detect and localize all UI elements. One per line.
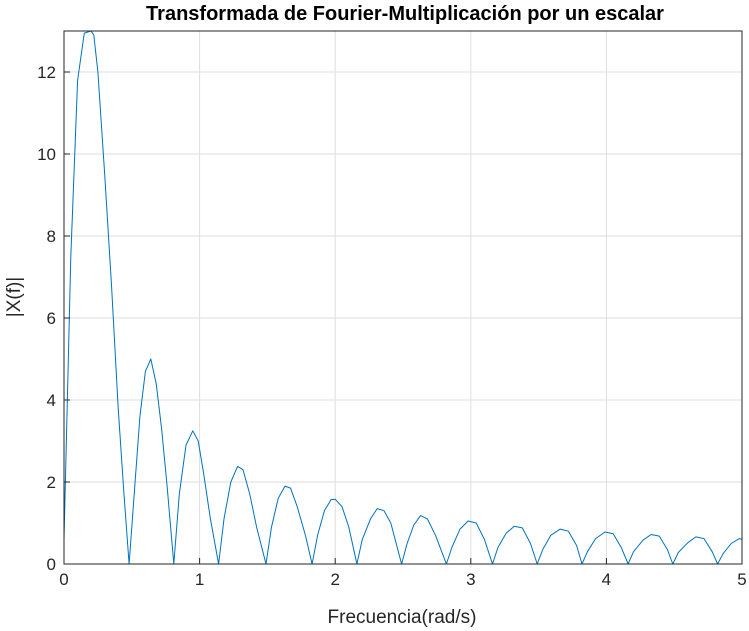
y-tick-label: 8	[47, 227, 56, 246]
y-tick-label: 10	[37, 145, 56, 164]
y-tick-label: 2	[47, 473, 56, 492]
y-tick-label: 4	[47, 391, 56, 410]
y-tick-label: 12	[37, 63, 56, 82]
y-tick-label: 6	[47, 309, 56, 328]
x-tick-label: 5	[737, 570, 746, 589]
x-tick-label: 0	[59, 570, 68, 589]
x-tick-label: 3	[466, 570, 475, 589]
x-tick-label: 2	[330, 570, 339, 589]
grid	[63, 31, 743, 565]
y-tick-label: 0	[47, 555, 56, 574]
chart-title: Transformada de Fourier-Multiplicación p…	[146, 3, 664, 25]
series-line	[63, 30, 743, 565]
x-tick-label: 1	[195, 570, 204, 589]
x-axis-label: Frecuencia(rad/s)	[328, 607, 477, 628]
axes-box	[63, 30, 743, 565]
y-axis-label: |X(f)|	[4, 277, 25, 317]
x-tick-label: 4	[602, 570, 611, 589]
plot-area	[63, 30, 743, 565]
